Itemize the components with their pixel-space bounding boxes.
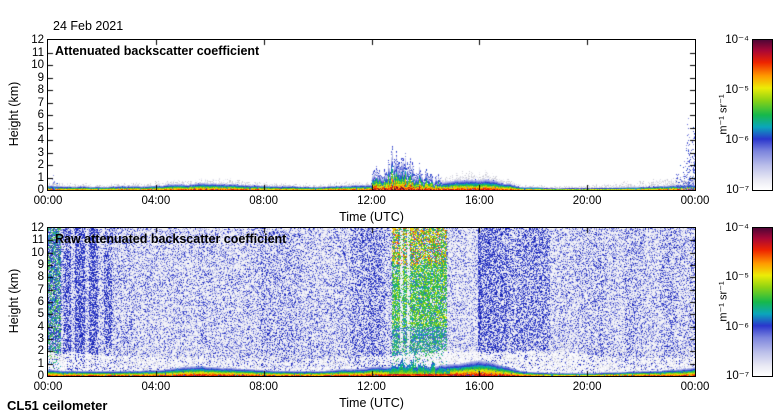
y-tick-label: 4 xyxy=(37,134,44,146)
y-tick-label: 11 xyxy=(32,234,44,247)
x-tick-label: 04:00 xyxy=(141,195,171,207)
colorbar-tick-label: 10⁻⁵ xyxy=(725,84,749,96)
y-tick-label: 4 xyxy=(37,320,44,333)
x-tick-label: 00:00 xyxy=(680,381,710,393)
colorbar-tick-label: 10⁻⁶ xyxy=(725,134,749,146)
y-tick-label: 1 xyxy=(37,171,44,184)
y-tick-label: 5 xyxy=(37,308,44,321)
y-tick-label: 12 xyxy=(31,222,44,234)
y-tick-label: 2 xyxy=(37,159,44,171)
y-tick-label: 1 xyxy=(37,357,44,370)
y-tick-label: 7 xyxy=(37,283,44,296)
y-tick-label: 11 xyxy=(32,46,44,59)
colorbar-tick-label: 10⁻⁶ xyxy=(725,320,749,333)
y-tick-label: 8 xyxy=(37,84,44,96)
y-tick-label: 9 xyxy=(37,71,44,84)
x-tick-label: 16:00 xyxy=(464,381,494,393)
x-tick-label: 12:00 xyxy=(357,195,386,207)
x-tick-label: 08:00 xyxy=(249,381,279,393)
x-tick-label: 20:00 xyxy=(572,195,602,207)
y-axis-label: Height (km) xyxy=(7,268,21,334)
colorbar-unit-label: m⁻¹ sr⁻¹ xyxy=(717,94,730,135)
colorbar-tick-label: 10⁻⁷ xyxy=(725,184,749,196)
panel-title: Raw attenuated backscatter coefficient xyxy=(55,232,287,246)
y-tick-label: 0 xyxy=(37,370,44,382)
x-tick-label: 08:00 xyxy=(249,195,279,207)
x-tick-label: 16:00 xyxy=(464,195,494,207)
y-tick-label: 7 xyxy=(37,96,44,109)
x-tick-label: 00:00 xyxy=(680,195,710,207)
plot-area-raw-attenuated-backscatter xyxy=(47,227,696,377)
panel-title: Attenuated backscatter coefficient xyxy=(55,44,260,58)
y-tick-label: 12 xyxy=(31,34,44,46)
y-tick-label: 6 xyxy=(37,109,44,121)
y-tick-label: 8 xyxy=(37,271,44,284)
colorbar xyxy=(752,39,773,191)
y-tick-label: 2 xyxy=(37,345,44,358)
y-tick-label: 0 xyxy=(37,184,44,196)
x-axis-label: Time (UTC) xyxy=(339,396,404,410)
instrument-label: CL51 ceilometer xyxy=(7,398,108,413)
colorbar-tick-label: 10⁻⁴ xyxy=(725,34,749,46)
y-tick-label: 6 xyxy=(37,296,44,308)
x-tick-label: 00:00 xyxy=(33,195,63,207)
colorbar-tick-label: 10⁻⁷ xyxy=(725,370,749,382)
y-tick-label: 3 xyxy=(37,146,44,159)
colorbar-tick-label: 10⁻⁵ xyxy=(725,271,749,284)
x-tick-label: 20:00 xyxy=(572,381,602,393)
date-label: 24 Feb 2021 xyxy=(53,19,124,33)
colorbar-tick-label: 10⁻⁴ xyxy=(725,222,749,234)
y-tick-label: 3 xyxy=(37,333,44,345)
y-tick-label: 5 xyxy=(37,121,44,134)
raw-attenuated-backscatter-canvas xyxy=(48,228,695,376)
x-axis-label: Time (UTC) xyxy=(339,210,404,224)
x-tick-label: 12:00 xyxy=(357,381,386,393)
y-tick-label: 9 xyxy=(37,259,44,271)
y-tick-label: 10 xyxy=(31,59,44,71)
x-tick-label: 04:00 xyxy=(141,381,171,393)
y-tick-label: 10 xyxy=(31,246,44,259)
y-axis-label: Height (km) xyxy=(7,81,21,147)
colorbar xyxy=(752,227,773,377)
plot-area-attenuated-backscatter xyxy=(47,39,696,191)
colorbar-unit-label: m⁻¹ sr⁻¹ xyxy=(717,281,730,322)
x-tick-label: 00:00 xyxy=(33,381,63,393)
attenuated-backscatter-canvas xyxy=(48,40,695,190)
